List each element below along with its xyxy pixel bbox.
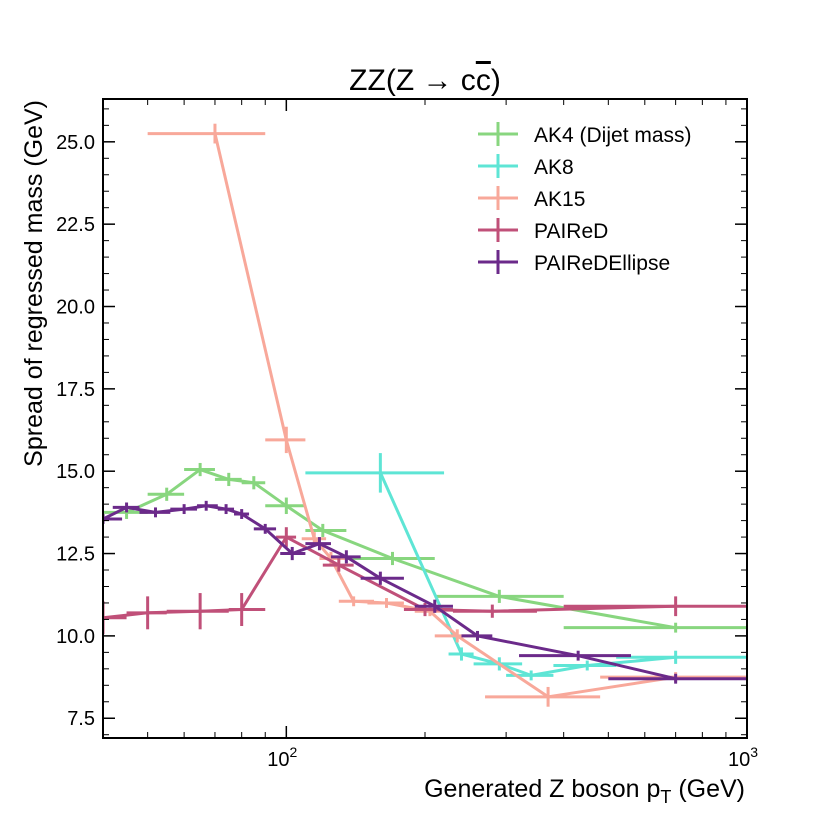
y-axis-label: Spread of regressed mass (GeV)	[20, 100, 48, 467]
series-ak8	[305, 453, 747, 681]
legend-entry: AK15	[478, 186, 585, 211]
data-point	[276, 527, 297, 547]
data-point	[112, 502, 140, 513]
data-point	[197, 500, 218, 511]
series-pairedellipse	[103, 500, 747, 684]
data-point	[214, 472, 242, 487]
data-point	[217, 504, 235, 515]
legend-entry: AK8	[478, 154, 574, 179]
data-point	[519, 650, 631, 661]
data-point	[265, 497, 306, 515]
data-point	[241, 476, 266, 490]
data-point	[367, 598, 404, 608]
data-point	[485, 686, 601, 707]
y-tick-label: 15.0	[56, 461, 95, 483]
chart-title-text: ZZ(Z → cc)	[349, 64, 501, 97]
y-tick-label: 12.5	[56, 544, 95, 566]
legend-label: AK15	[534, 188, 585, 211]
data-point	[234, 509, 250, 519]
axes: 7.5 10.0 12.5 15.0 17.5 20.0 22.5 25.0 102 103	[56, 98, 758, 771]
data-point	[305, 537, 331, 551]
data-point	[452, 604, 537, 618]
data-point	[616, 650, 747, 664]
data-point	[280, 546, 306, 561]
chart-title: ZZ(Z → cc)	[349, 64, 501, 97]
data-point	[563, 622, 747, 633]
legend-label: PAIReD	[534, 220, 608, 243]
legend-entry: PAIReD	[478, 218, 608, 243]
data-point	[184, 462, 215, 477]
data-point	[608, 673, 747, 684]
series-ak4-dijet-mass	[103, 462, 747, 633]
legend-entry: PAIReDEllipse	[478, 250, 670, 275]
data-point	[103, 514, 123, 524]
data-point	[147, 487, 185, 501]
data-point	[553, 660, 617, 671]
data-point	[265, 426, 306, 454]
legend-entry: AK4 (Dijet mass)	[478, 122, 692, 147]
data-point	[166, 593, 229, 630]
data-point	[322, 558, 354, 572]
data-point	[139, 507, 171, 518]
data-point	[330, 550, 361, 564]
data-point	[228, 593, 266, 627]
y-tick-label: 22.5	[56, 214, 95, 236]
data-point	[448, 647, 474, 661]
data-point	[414, 599, 453, 613]
x-tick-label: 103	[728, 744, 758, 771]
legend: AK4 (Dijet mass) AK8 AK15 PAIReD PAIReDEllip…	[478, 122, 692, 275]
x-axis-label: Generated Z boson pT (GeV)	[424, 775, 745, 807]
y-tick-label: 17.5	[56, 379, 95, 401]
data-point	[305, 453, 445, 493]
series-paired	[103, 527, 747, 635]
y-tick-label: 7.5	[67, 708, 95, 730]
legend-label: AK4 (Dijet mass)	[534, 124, 692, 147]
y-tick-label: 20.0	[56, 297, 95, 319]
y-tick-label: 10.0	[56, 626, 95, 648]
axis-labels: Generated Z boson pT (GeV) Spread of regr…	[20, 100, 745, 807]
data-point	[253, 523, 277, 534]
axes-frame	[102, 98, 748, 739]
series-line	[103, 504, 676, 681]
data-point	[103, 601, 127, 635]
data-point	[461, 630, 493, 641]
y-tick-label: 25.0	[56, 132, 95, 154]
legend-label: AK8	[534, 156, 574, 179]
series-line	[125, 468, 676, 630]
data-point	[147, 123, 266, 144]
data-point	[338, 596, 375, 607]
data-point	[360, 571, 404, 585]
data-point	[126, 596, 167, 630]
legend-label: PAIReDEllipse	[534, 252, 670, 275]
x-tick-label: 102	[267, 744, 297, 771]
data-point	[434, 589, 564, 603]
data-point	[563, 596, 747, 617]
plot-area	[103, 123, 747, 707]
data-point	[170, 504, 198, 515]
